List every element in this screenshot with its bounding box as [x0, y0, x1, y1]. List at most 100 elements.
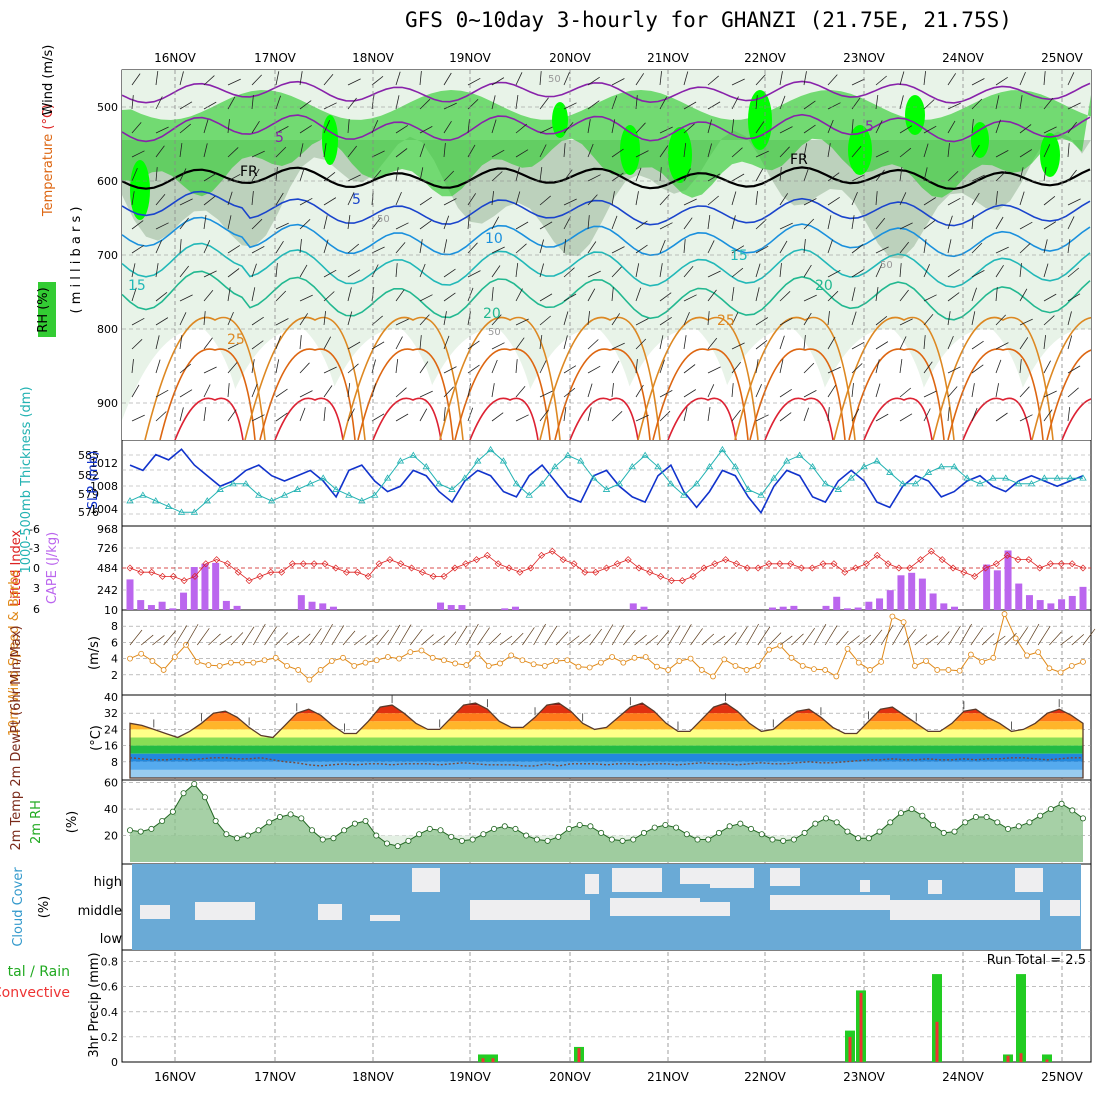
wind-barb [899, 241, 910, 254]
isotherm-30-0 [159, 348, 256, 440]
wind-barb [923, 408, 931, 422]
wind-barb [899, 289, 909, 302]
precip-conv-bar [1045, 1059, 1049, 1062]
rh-tick: 60 [104, 777, 118, 790]
temp-label-part: 2m Temp 2m DewPt (6hr Min/Max) [9, 625, 24, 850]
wind-barb [395, 336, 403, 350]
wind-barb [539, 126, 553, 134]
wind-speed-point [351, 662, 358, 669]
thickness-point [860, 462, 868, 470]
dry-region-7 [804, 329, 934, 440]
wind-barb [203, 195, 216, 206]
wind-barb [515, 95, 519, 110]
isotherm-label: FR [790, 152, 808, 168]
cape-tick: 726 [97, 542, 118, 555]
wind-barb [467, 193, 477, 206]
cape-bar [822, 605, 830, 610]
wind-barb [779, 167, 782, 182]
thickness-point [989, 474, 997, 481]
thickness-point [345, 491, 353, 498]
cape-bar [158, 601, 166, 610]
wind-barb [491, 383, 495, 398]
thickness-point [757, 491, 765, 498]
wind-barb [899, 125, 913, 134]
wind-barb [731, 312, 739, 326]
thickness-point [1040, 474, 1049, 481]
wind-barb [947, 366, 961, 374]
wind-barb-10m [824, 625, 838, 646]
wind-barb [635, 338, 647, 350]
wind-barb [299, 219, 311, 230]
wind-barb [779, 71, 783, 86]
wind-speed-point [519, 657, 526, 664]
wind-barb [347, 215, 351, 230]
wind-barb [419, 314, 430, 326]
wind-barb [1043, 360, 1051, 374]
wind-barb [299, 294, 313, 302]
wind-barb [275, 222, 289, 230]
date-label-bottom: 20NOV [549, 1070, 591, 1084]
wind-barb [659, 126, 673, 134]
cape-bar [908, 572, 916, 610]
thickness-point [654, 462, 662, 470]
wind-barb-10m [813, 624, 827, 646]
wind-barb [563, 198, 577, 206]
wind-barb [755, 317, 769, 326]
wind-barb-10m [398, 624, 412, 646]
rh-point [426, 825, 433, 832]
cape-bar [233, 605, 241, 610]
wind-barb [419, 71, 422, 86]
wind-barb [1019, 263, 1022, 278]
wind-barb [131, 384, 140, 398]
rh-band-green [122, 90, 1091, 198]
wind-barb [851, 341, 865, 350]
wind-barb-10m [309, 628, 322, 646]
lifted-index-point [787, 560, 795, 568]
wind-barb [155, 317, 169, 326]
wind-barb-10m [185, 624, 199, 646]
wind-barb [899, 336, 907, 350]
wind-barb [779, 240, 788, 254]
wind-speed-point [328, 658, 335, 664]
wind-barb [251, 340, 264, 350]
wind-barb [779, 193, 789, 206]
precip-conv-bar [935, 1021, 939, 1062]
lifted-index-point [657, 572, 665, 580]
wind-barb [227, 147, 239, 158]
wind-barb [995, 314, 1006, 326]
wind-barb-10m [981, 633, 995, 646]
wind-barb [395, 318, 409, 326]
wind-barb [875, 150, 889, 158]
wind-barb [755, 121, 765, 134]
precip-label-conv: Convective [0, 985, 70, 1001]
lifted-index-point [245, 577, 253, 585]
thickness-point [396, 457, 405, 464]
isotherm-30-1 [259, 348, 356, 440]
wind-speed-point [127, 655, 133, 662]
wind-barb [299, 197, 313, 206]
dry-region-1 [215, 329, 345, 440]
rh-point [994, 819, 1001, 826]
wind-speed-point [844, 645, 851, 652]
thickness-point [486, 445, 495, 453]
wind-barb [923, 314, 934, 326]
cape-bar [511, 606, 519, 610]
wind-barb [347, 269, 361, 278]
date-label-top: 23NOV [843, 51, 885, 65]
cloud-gap-10 [195, 902, 255, 920]
wind-barb [539, 263, 544, 278]
wind-barb [827, 270, 841, 278]
wind-speed-point [317, 667, 324, 673]
cloud-gap-2 [612, 868, 662, 892]
wind-barb [803, 71, 807, 86]
thickness-point [190, 508, 199, 515]
wind-barb [203, 143, 208, 158]
wind-barb [371, 341, 385, 350]
lifted-index-point [213, 556, 221, 564]
thickness-tick: 579 [78, 488, 99, 501]
isotherm-30-5 [652, 348, 749, 440]
isotherm-label: 5 [352, 192, 361, 208]
wind-barb [707, 311, 710, 326]
wind-barb [491, 191, 494, 206]
rh-point [137, 828, 144, 835]
